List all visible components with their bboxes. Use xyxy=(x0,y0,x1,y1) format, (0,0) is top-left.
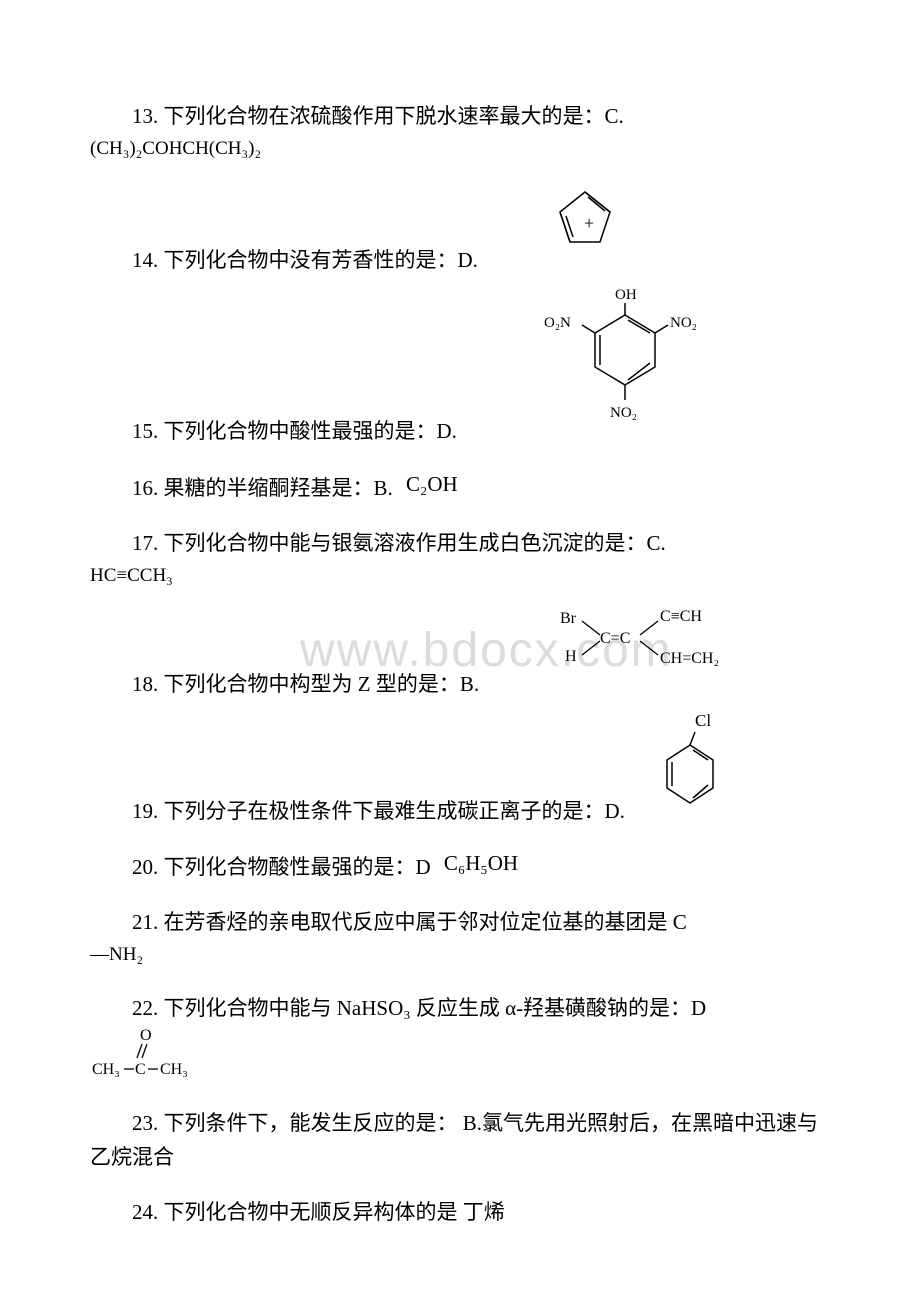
q20-formula: C₆H₅OH xyxy=(444,851,518,875)
question-24: 24. 下列化合物中无顺反异构体的是 丁烯 xyxy=(90,1196,830,1230)
q13-text: 13. 下列化合物在浓硫酸作用下脱水速率最大的是：C. xyxy=(90,100,830,134)
q20-text: 20. 下列化合物酸性最强的是：D C₆H₅OH xyxy=(90,851,830,885)
question-20: 20. 下列化合物酸性最强的是：D C₆H₅OH xyxy=(90,851,830,885)
trinitrophenol-icon: OH O₂N NO₂ NO₂ xyxy=(540,285,710,446)
acetone-structure-icon: O CH₃ C CH₃ xyxy=(90,1026,830,1085)
q16-text-span: 16. 果糖的半缩酮羟基是：B. xyxy=(132,476,393,500)
question-16: 16. 果糖的半缩酮羟基是：B. C₂OH xyxy=(90,472,830,506)
o-label: O xyxy=(140,1027,152,1044)
question-15: OH O₂N NO₂ NO₂ 15. 下列化合物中酸性最强的是：D. xyxy=(90,300,830,450)
q18-text: 18. 下列化合物中构型为 Z 型的是：B. xyxy=(90,613,830,702)
q14-text: 14. 下列化合物中没有芳香性的是：D. xyxy=(90,214,830,278)
q16-formula: C₂OH xyxy=(406,472,458,496)
cyclopentadienyl-cation-icon: + xyxy=(550,184,620,265)
question-19: Cl 19. 下列分子在极性条件下最难生成碳正离子的是：D. xyxy=(90,725,830,829)
q24-text: 24. 下列化合物中无顺反异构体的是 丁烯 xyxy=(90,1196,830,1230)
q22-text: 22. 下列化合物中能与 NaHSO₃ 反应生成 α-羟基磺酸钠的是：D xyxy=(90,992,830,1026)
no2-left-label: O₂N xyxy=(544,315,571,331)
q21-text: 21. 在芳香烃的亲电取代反应中属于邻对位定位基的基团是 C xyxy=(90,906,830,940)
c-label: C xyxy=(135,1061,146,1078)
q15-text: 15. 下列化合物中酸性最强的是：D. xyxy=(90,300,830,449)
q21-formula: —NH₂ xyxy=(90,940,830,970)
q20-text-span: 20. 下列化合物酸性最强的是：D xyxy=(132,855,431,879)
question-21: 21. 在芳香烃的亲电取代反应中属于邻对位定位基的基团是 C —NH₂ xyxy=(90,906,830,970)
chlorobenzene-icon: Cl xyxy=(655,710,725,826)
svg-text:+: + xyxy=(584,213,594,233)
q17-formula: HC≡CCH₃ xyxy=(90,561,830,591)
question-13: 13. 下列化合物在浓硫酸作用下脱水速率最大的是：C. (CH₃)₂COHCH(… xyxy=(90,100,830,164)
q23-text: 23. 下列条件下，能发生反应的是： B.氯气先用光照射后，在黑暗中迅速与乙烷混… xyxy=(90,1107,830,1174)
question-22: 22. 下列化合物中能与 NaHSO₃ 反应生成 α-羟基磺酸钠的是：D O C… xyxy=(90,992,830,1085)
q16-text: 16. 果糖的半缩酮羟基是：B. C₂OH xyxy=(90,472,830,506)
question-23: 23. 下列条件下，能发生反应的是： B.氯气先用光照射后，在黑暗中迅速与乙烷混… xyxy=(90,1107,830,1174)
oh-label: OH xyxy=(615,287,637,303)
no2-bottom-label: NO₂ xyxy=(610,405,637,421)
q13-formula: (CH₃)₂COHCH(CH₃)₂ xyxy=(90,134,830,164)
ch3-right-label: CH₃ xyxy=(160,1061,188,1078)
question-18: www.bdocx.com Br H C=C C≡CH CH=CH₂ 18. 下… xyxy=(90,613,830,703)
ch3-left-label: CH₃ xyxy=(92,1061,120,1078)
cl-label: Cl xyxy=(695,711,711,730)
question-17: 17. 下列化合物中能与银氨溶液作用生成白色沉淀的是：C. HC≡CCH₃ xyxy=(90,527,830,591)
question-14: 14. 下列化合物中没有芳香性的是：D. + xyxy=(90,214,830,278)
q17-text: 17. 下列化合物中能与银氨溶液作用生成白色沉淀的是：C. xyxy=(90,527,830,561)
no2-right-label: NO₂ xyxy=(670,315,697,331)
